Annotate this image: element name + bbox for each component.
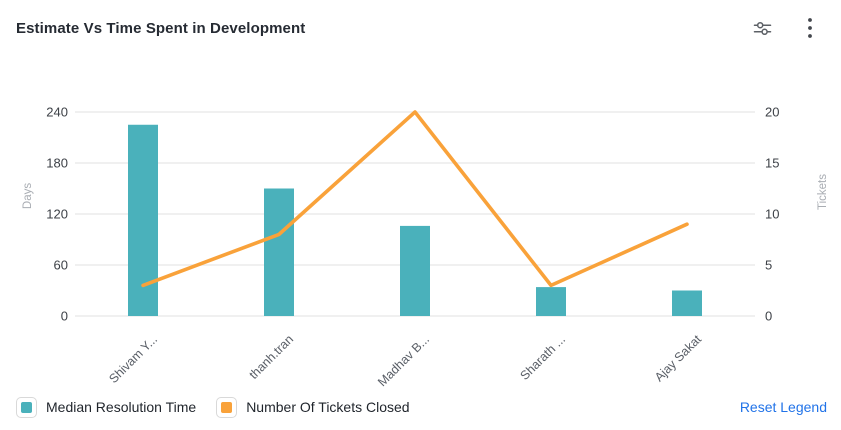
right-axis-tick-label: 5 — [765, 258, 772, 273]
chart-title: Estimate Vs Time Spent in Development — [16, 19, 306, 37]
kebab-menu-icon[interactable] — [797, 15, 823, 41]
right-axis-tick-label: 10 — [765, 207, 779, 222]
x-axis-category-label: Shivam Y... — [106, 332, 160, 386]
bar-median-resolution-time[interactable] — [264, 188, 294, 317]
right-axis-tick-label: 0 — [765, 309, 772, 324]
line-number-of-tickets-closed[interactable] — [141, 110, 689, 288]
bar-median-resolution-time[interactable] — [536, 287, 566, 316]
legend-swatch-line-series — [221, 401, 233, 413]
legend-label: Number Of Tickets Closed — [246, 399, 410, 415]
chart-legend: Median Resolution Time Number Of Tickets… — [0, 392, 841, 422]
x-axis-category-label: thanh.tran — [246, 332, 296, 382]
left-axis-tick-label: 60 — [54, 258, 68, 273]
legend-swatch-bar-series — [21, 401, 32, 413]
left-axis-tick-label: 120 — [46, 207, 68, 222]
right-axis-tick-label: 20 — [765, 105, 779, 120]
left-axis-tick-label: 180 — [46, 156, 68, 171]
right-axis-name: Tickets — [817, 174, 829, 210]
bar-median-resolution-time[interactable] — [128, 124, 158, 316]
x-axis-category-label: Ajay Sakat — [652, 332, 705, 385]
legend-item-number-of-tickets-closed[interactable]: Number Of Tickets Closed — [216, 396, 410, 418]
left-axis-name: Days — [22, 183, 34, 209]
sliders-filter-icon[interactable] — [749, 15, 775, 41]
left-axis-tick-label: 0 — [61, 309, 68, 324]
bar-median-resolution-time[interactable] — [400, 225, 430, 316]
bar-median-resolution-time[interactable] — [672, 290, 702, 317]
legend-chip — [16, 396, 37, 418]
legend-item-median-resolution-time[interactable]: Median Resolution Time — [16, 396, 197, 418]
left-axis-tick-label: 240 — [46, 105, 68, 120]
card-header: Estimate Vs Time Spent in Development — [0, 0, 841, 56]
legend-chip — [216, 396, 238, 418]
legend-label: Median Resolution Time — [46, 399, 197, 415]
header-actions — [749, 15, 823, 41]
reset-legend-link[interactable]: Reset Legend — [739, 399, 827, 415]
right-axis-tick-label: 15 — [765, 156, 779, 171]
chart-canvas: 0 0 60 5 120 10 180 15 240 20 Days Tickets Shivam Y.… — [22, 105, 829, 390]
x-axis-category-label: Sharath ... — [517, 332, 568, 383]
x-axis-category-label: Madhav B... — [375, 332, 432, 389]
